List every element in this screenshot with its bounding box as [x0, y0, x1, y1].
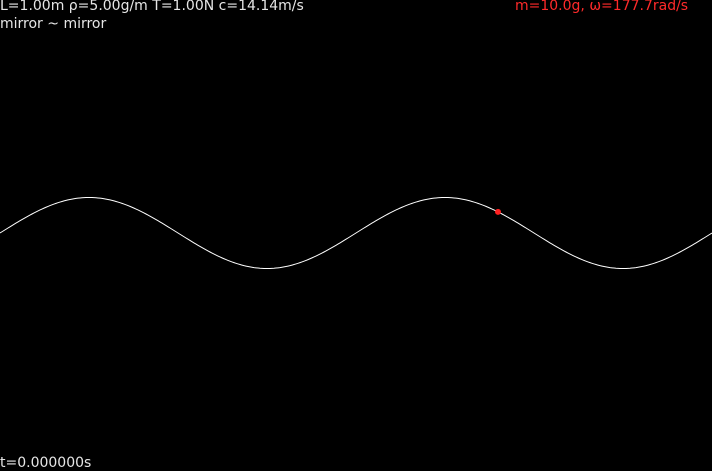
vibrating-string [0, 197, 712, 269]
bead-parameters-readout: m=10.0g, ω=177.7rad/s [515, 0, 689, 14]
time-readout: t=0.000000s [0, 455, 92, 471]
boundary-conditions-readout: mirror ~ mirror [0, 16, 107, 32]
bead-mass[interactable] [495, 208, 501, 215]
string-parameters-readout: L=1.00m ρ=5.00g/m T=1.00N c=14.14m/s [0, 0, 304, 14]
